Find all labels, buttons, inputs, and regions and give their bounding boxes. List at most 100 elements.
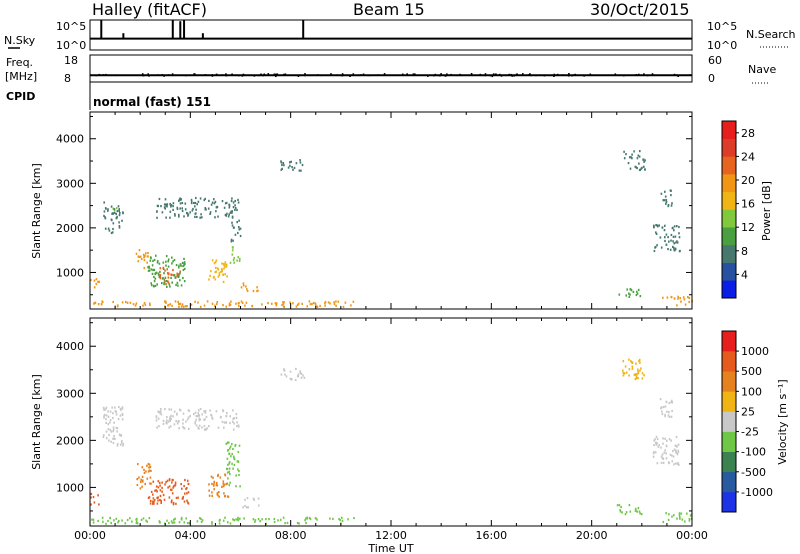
nave-point [157, 74, 159, 76]
echo-cell [639, 361, 641, 364]
echo-cell [223, 426, 225, 429]
echo-cell [186, 492, 188, 495]
echo-cell [635, 375, 638, 378]
echo-cell [164, 207, 166, 210]
echo-cell [628, 374, 630, 377]
echo-cell [153, 258, 156, 261]
echo-cell [178, 266, 180, 269]
echo-cell [662, 442, 664, 445]
echo-cell [141, 475, 144, 478]
echo-cell [151, 272, 154, 275]
echo-cell [216, 301, 219, 304]
echo-cell [688, 519, 691, 522]
echo-cell [178, 408, 181, 411]
echo-cell [125, 300, 127, 304]
echo-cell [236, 259, 238, 262]
nave-point [516, 73, 518, 76]
echo-cell [658, 444, 660, 447]
echo-cell [305, 517, 307, 520]
echo-cell [159, 489, 162, 492]
echo-cell [118, 226, 121, 229]
echo-cell [171, 499, 173, 502]
echo-cell [659, 236, 662, 239]
echo-cell [188, 521, 191, 524]
echo-cell [654, 441, 657, 444]
echo-cell [624, 513, 627, 516]
echo-cell [238, 304, 240, 308]
nave-point [141, 73, 144, 75]
echo-cell [157, 260, 159, 263]
echo-cell [665, 445, 668, 448]
echo-cell [138, 249, 141, 252]
echo-cell [229, 421, 231, 425]
echo-cell [636, 292, 639, 295]
echo-cell [324, 304, 326, 307]
nave-point [115, 74, 118, 77]
echo-cell [254, 520, 256, 523]
echo-cell [203, 199, 206, 202]
echo-cell [670, 439, 672, 442]
echo-cell [629, 288, 632, 291]
echo-cell [92, 521, 95, 524]
echo-cell [215, 266, 217, 269]
echo-cell [213, 262, 216, 265]
echo-cell [157, 272, 160, 275]
echo-cell [225, 214, 227, 217]
echo-cell [208, 425, 210, 428]
echo-cell [180, 305, 183, 308]
echo-cell [309, 303, 312, 306]
nave-point [185, 74, 187, 77]
echo-cell [292, 168, 294, 171]
echo-cell [171, 304, 173, 307]
echo-cell [261, 518, 263, 521]
echo-cell [316, 518, 318, 521]
echo-cell [166, 422, 168, 425]
echo-cell [226, 212, 228, 215]
echo-cell [172, 415, 174, 418]
echo-cell [111, 231, 114, 234]
echo-cell [177, 496, 179, 499]
echo-cell [234, 208, 236, 211]
echo-cell [183, 257, 185, 260]
echo-cell [170, 414, 172, 417]
echo-cell [186, 305, 188, 308]
echo-cell [673, 514, 675, 517]
echo-cell [112, 300, 114, 304]
echo-cell [179, 302, 182, 305]
velocity-axes: 1000 2000 3000 4000 [56, 318, 693, 526]
echo-cell [118, 519, 120, 523]
nave-tick-top: 60 [708, 54, 722, 67]
x-tick-label: 16:00 [475, 529, 507, 542]
echo-cell [669, 453, 672, 456]
freq-tick-bottom: 8 [64, 72, 71, 85]
echo-cell [168, 485, 171, 488]
echo-cell [631, 361, 633, 364]
echo-cell [227, 215, 230, 218]
echo-cell [199, 216, 201, 219]
echo-cell [181, 261, 184, 264]
echo-cell [639, 295, 642, 298]
echo-cell [174, 484, 176, 487]
y-tick-label: 2000 [56, 434, 84, 447]
echo-cell [155, 419, 158, 422]
echo-cell [126, 518, 129, 522]
echo-cell [97, 303, 100, 306]
echo-cell [652, 452, 655, 455]
colorbar-tick-label: 1000 [741, 345, 769, 358]
echo-cell [335, 300, 337, 303]
echo-cell [347, 518, 349, 521]
echo-cell [221, 270, 223, 273]
echo-cell [144, 303, 147, 306]
echo-cell [215, 206, 218, 209]
echo-cell [665, 199, 668, 202]
echo-cell [140, 478, 142, 481]
echo-cell [224, 273, 226, 276]
echo-cell [98, 280, 100, 283]
echo-cell [227, 449, 230, 452]
echo-cell [665, 512, 667, 515]
colorbar-swatch [722, 156, 736, 175]
nsearch-tick-top: 10^5 [707, 20, 737, 33]
echo-cell [284, 373, 286, 376]
echo-cell [166, 205, 168, 208]
echo-cell [644, 159, 646, 162]
